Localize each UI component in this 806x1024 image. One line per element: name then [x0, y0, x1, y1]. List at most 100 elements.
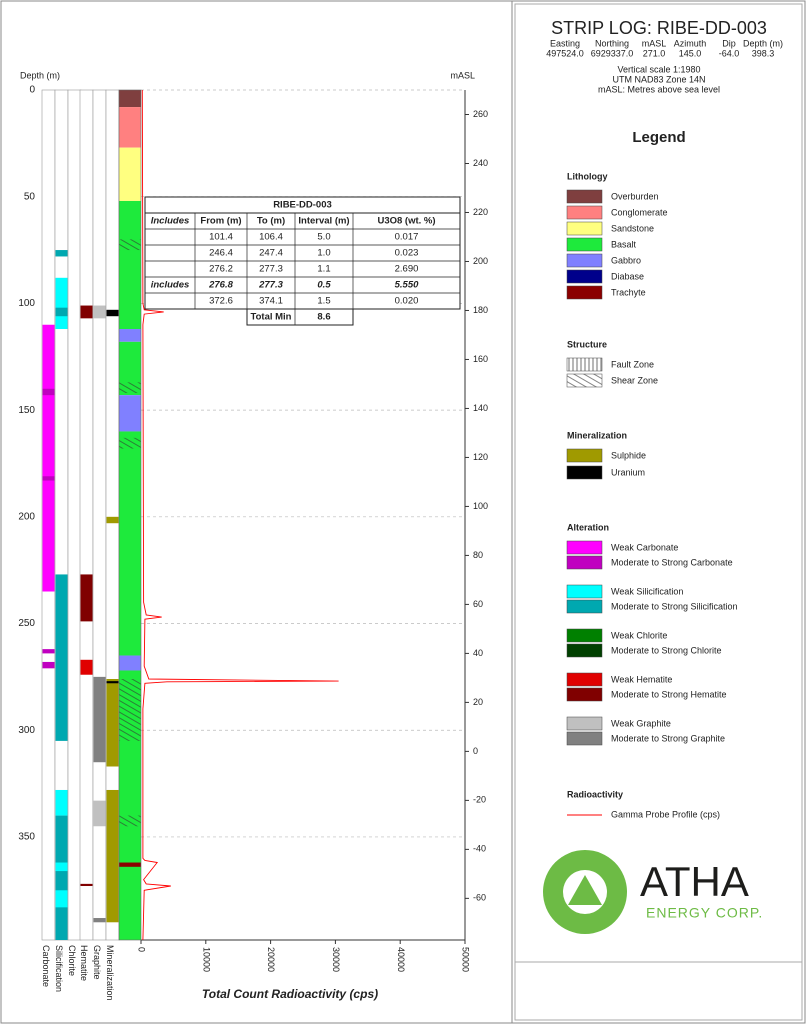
legend-label: Sulphide: [611, 450, 646, 460]
legend-swatch: [566, 237, 603, 252]
table-cell: From (m): [200, 216, 241, 227]
legend-swatch: [566, 599, 603, 614]
legend-label: Weak Carbonate: [611, 542, 678, 552]
lithology-frame: [118, 89, 142, 941]
interval: [80, 574, 93, 622]
y-tick-label: 350: [18, 832, 35, 843]
legend-swatch: [566, 205, 603, 220]
x-tick-label: 50000: [461, 947, 471, 972]
header-column: mASL: [642, 38, 667, 48]
table-cell: U3O8 (wt. %): [377, 216, 435, 227]
structure-interval: [119, 239, 141, 251]
table-cell: 374.1: [259, 296, 283, 307]
y2-tick-label: 100: [473, 501, 488, 511]
right-panel-border: [514, 3, 803, 1021]
structure-interval: [119, 679, 141, 741]
y-tick-label: 150: [18, 405, 35, 416]
table-cell: 0.023: [395, 248, 419, 259]
legend-swatch: [566, 269, 603, 284]
x-axis-label: Total Count Radioactivity (cps): [202, 987, 378, 1001]
interval: [42, 661, 55, 669]
column-frame: [79, 89, 94, 941]
legend-group-title: Mineralization: [567, 430, 627, 440]
legend-label: Conglomerate: [611, 207, 668, 217]
column-label: Carbonate: [41, 945, 51, 987]
header-note: Vertical scale 1:1980: [617, 64, 700, 74]
legend-swatch: [566, 285, 603, 300]
table-cell: 277.3: [258, 280, 283, 291]
legend-swatch: [566, 555, 603, 570]
table-cell: Total Min: [251, 312, 292, 323]
table-cell: 246.4: [209, 248, 233, 259]
header-value: 6929337.0: [591, 48, 634, 58]
legend-label: Basalt: [611, 239, 637, 249]
header-value: -64.0: [719, 48, 740, 58]
header-note: UTM NAD83 Zone 14N: [612, 74, 705, 84]
legend-swatch: [566, 357, 603, 372]
table-cell: Interval (m): [298, 216, 349, 227]
legend-swatch: [566, 672, 603, 687]
lithology-interval: [119, 431, 141, 656]
table-total-box: [246, 308, 354, 326]
table-cell: 0.020: [395, 296, 419, 307]
logo-sub: ENERGY CORP.: [646, 905, 763, 921]
logo-triangle: [568, 875, 602, 905]
y2-tick-label: -40: [473, 844, 486, 854]
table-cell: includes: [151, 280, 190, 291]
legend-label: Weak Chlorite: [611, 630, 667, 640]
lithology-interval: [119, 147, 141, 201]
legend-swatch: [566, 687, 603, 702]
legend-label: Fault Zone: [611, 359, 654, 369]
interval: [42, 649, 55, 654]
legend-swatch: [566, 189, 603, 204]
legend-label: Diabase: [611, 271, 644, 281]
table-cell: 0.5: [317, 280, 331, 291]
table-cell: 1.1: [317, 264, 330, 275]
header-value: 398.3: [752, 48, 775, 58]
lithology-interval: [119, 329, 141, 342]
y2-tick-label: 40: [473, 648, 483, 658]
y2-axis-label: mASL: [450, 70, 475, 80]
column-label: Graphite: [92, 945, 102, 980]
legend-label: Weak Graphite: [611, 718, 671, 728]
legend-label: Uranium: [611, 467, 645, 477]
lithology-interval: [119, 107, 141, 148]
structure-interval: [119, 815, 141, 827]
legend-swatch: [566, 731, 603, 746]
table-cell: 2.690: [395, 264, 419, 275]
lithology-interval: [119, 395, 141, 432]
table-cell: 1.5: [317, 296, 330, 307]
column-label: Chlorite: [67, 945, 77, 976]
column-label: Silicification: [54, 945, 64, 992]
interval: [55, 815, 68, 940]
lithology-interval: [119, 200, 141, 330]
table-cell: 101.4: [209, 232, 233, 243]
y2-tick-label: 120: [473, 452, 488, 462]
y2-tick-label: 220: [473, 207, 488, 217]
legend-swatch: [566, 448, 603, 463]
legend-label: Weak Silicification: [611, 586, 683, 596]
y-axis-label: Depth (m): [20, 70, 60, 80]
table-title: RIBE-DD-003: [273, 200, 332, 211]
interval: [106, 789, 119, 923]
lithology-interval: [119, 341, 141, 396]
y2-tick-label: 80: [473, 550, 483, 560]
table-frame: [144, 196, 461, 310]
interval: [55, 789, 68, 816]
x-tick-label: 40000: [396, 947, 406, 972]
table-cell: 0.017: [395, 232, 419, 243]
table-cell: To (m): [257, 216, 285, 227]
interval: [80, 305, 93, 319]
table-cell: 372.6: [209, 296, 233, 307]
legend-swatch: [566, 465, 603, 480]
x-tick-label: 20000: [266, 947, 276, 972]
legend-swatch: [566, 253, 603, 268]
y-tick-label: 300: [18, 725, 35, 736]
legend-swatch: [566, 716, 603, 731]
legend-swatch: [566, 221, 603, 236]
y2-tick-label: 180: [473, 305, 488, 315]
legend-label: Moderate to Strong Chlorite: [611, 645, 722, 655]
x-tick-label: 10000: [201, 947, 211, 972]
